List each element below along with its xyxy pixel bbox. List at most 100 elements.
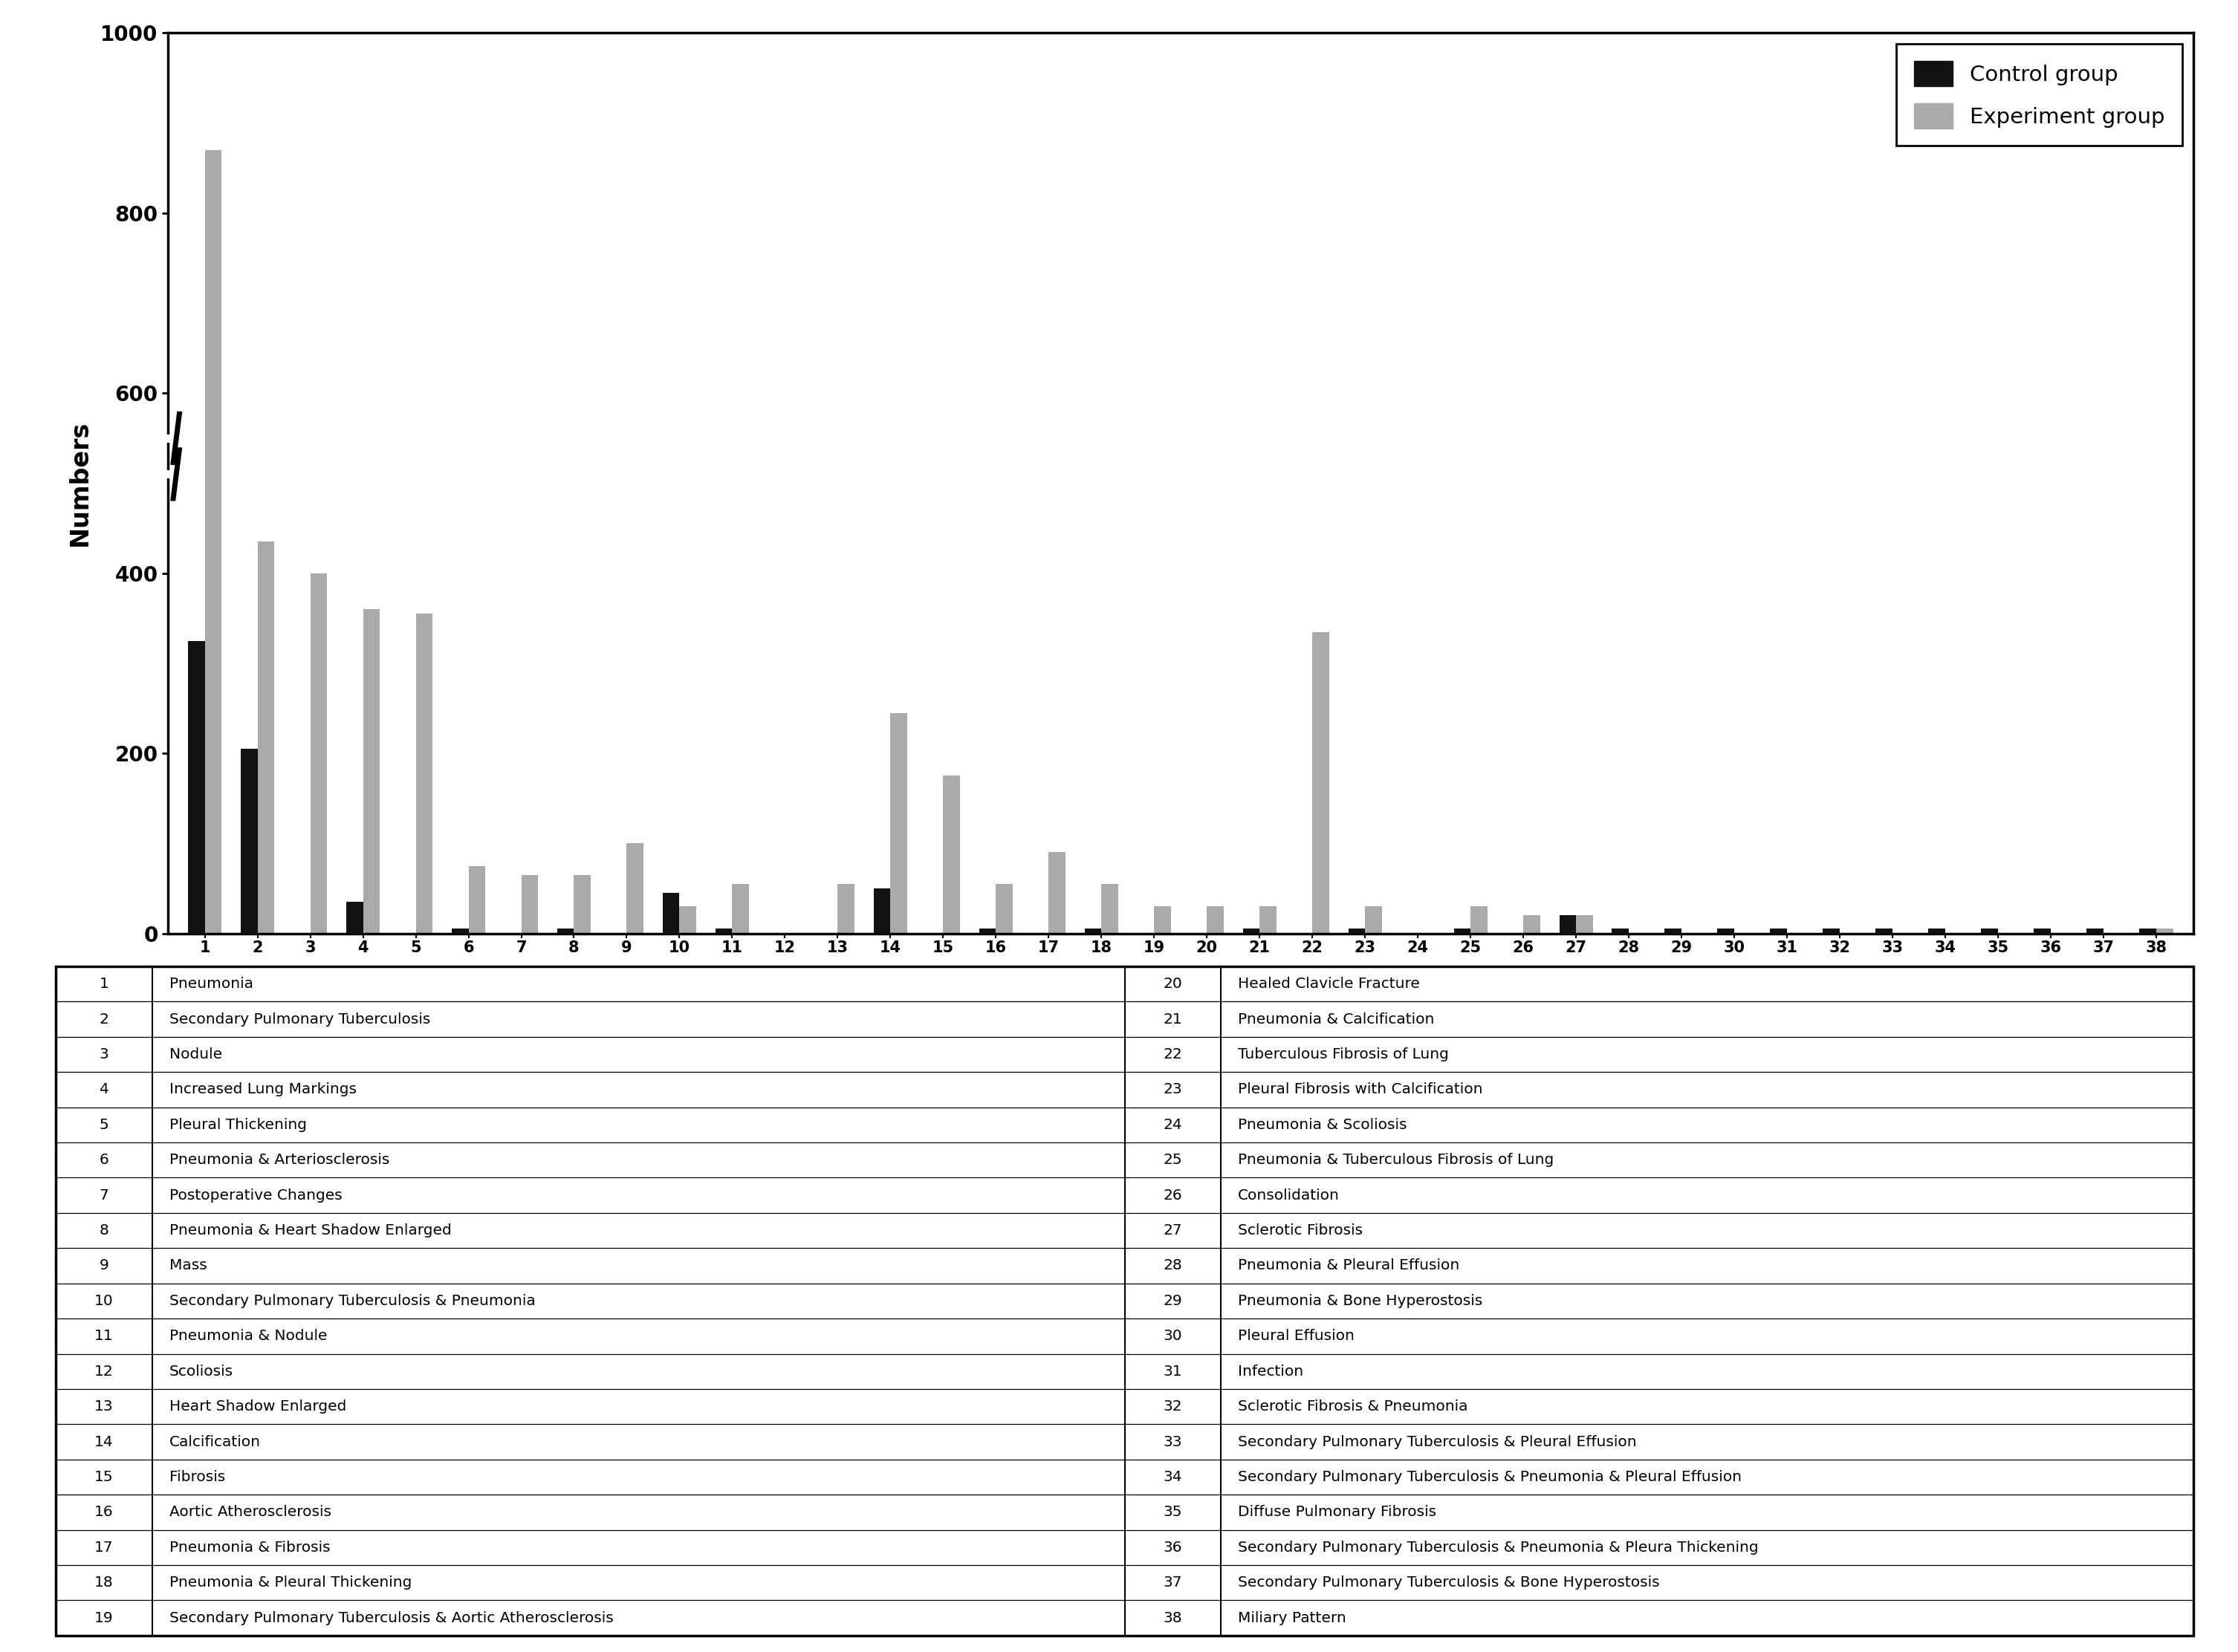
- Legend: Control group, Experiment group: Control group, Experiment group: [1896, 45, 2182, 145]
- Bar: [257, 542, 275, 933]
- Text: Secondary Pulmonary Tuberculosis & Pneumonia & Pleura Thickening: Secondary Pulmonary Tuberculosis & Pneum…: [1238, 1540, 1759, 1555]
- Bar: [347, 902, 363, 933]
- Text: 20: 20: [1164, 976, 1182, 991]
- Text: 3: 3: [98, 1047, 110, 1062]
- Text: Pneumonia & Scoliosis: Pneumonia & Scoliosis: [1238, 1118, 1408, 1132]
- Text: Pneumonia & Calcification: Pneumonia & Calcification: [1238, 1013, 1435, 1026]
- Text: 36: 36: [1164, 1540, 1182, 1555]
- Text: Nodule: Nodule: [170, 1047, 222, 1062]
- Bar: [996, 884, 1014, 933]
- Text: Calcification: Calcification: [170, 1434, 260, 1449]
- Text: 32: 32: [1164, 1399, 1182, 1414]
- Bar: [521, 876, 537, 933]
- Text: 35: 35: [1164, 1505, 1182, 1520]
- Text: Infection: Infection: [1238, 1365, 1303, 1378]
- Bar: [837, 884, 855, 933]
- Text: Mass: Mass: [170, 1259, 206, 1272]
- Bar: [978, 928, 996, 933]
- Bar: [680, 907, 696, 933]
- Text: 25: 25: [1164, 1153, 1182, 1168]
- Text: 14: 14: [94, 1434, 114, 1449]
- Text: 26: 26: [1164, 1188, 1182, 1203]
- Text: 5: 5: [98, 1118, 110, 1132]
- Bar: [416, 615, 432, 933]
- Bar: [662, 892, 680, 933]
- Bar: [1260, 907, 1276, 933]
- Y-axis label: Numbers: Numbers: [67, 420, 92, 547]
- Text: Pleural Fibrosis with Calcification: Pleural Fibrosis with Calcification: [1238, 1082, 1484, 1097]
- Bar: [1824, 928, 1840, 933]
- Bar: [716, 928, 732, 933]
- Text: Aortic Atherosclerosis: Aortic Atherosclerosis: [170, 1505, 331, 1520]
- Text: 31: 31: [1164, 1365, 1182, 1378]
- Bar: [1311, 631, 1329, 933]
- Text: Secondary Pulmonary Tuberculosis: Secondary Pulmonary Tuberculosis: [170, 1013, 430, 1026]
- Text: Pneumonia & Nodule: Pneumonia & Nodule: [170, 1330, 327, 1343]
- Text: Pneumonia & Pleural Thickening: Pneumonia & Pleural Thickening: [170, 1576, 412, 1589]
- Text: 30: 30: [1164, 1330, 1182, 1343]
- Bar: [1206, 907, 1224, 933]
- Bar: [1155, 907, 1170, 933]
- Text: 13: 13: [94, 1399, 114, 1414]
- Bar: [363, 610, 380, 933]
- Bar: [1929, 928, 1945, 933]
- Text: Diffuse Pulmonary Fibrosis: Diffuse Pulmonary Fibrosis: [1238, 1505, 1437, 1520]
- Bar: [2140, 928, 2157, 933]
- Bar: [573, 876, 591, 933]
- Bar: [557, 928, 573, 933]
- Bar: [1981, 928, 1999, 933]
- Text: 29: 29: [1164, 1294, 1182, 1308]
- Bar: [1101, 884, 1119, 933]
- Bar: [1242, 928, 1260, 933]
- Bar: [1050, 852, 1065, 933]
- Text: 27: 27: [1164, 1224, 1182, 1237]
- Text: 11: 11: [94, 1330, 114, 1343]
- Text: 4: 4: [98, 1082, 110, 1097]
- Text: Pneumonia & Fibrosis: Pneumonia & Fibrosis: [170, 1540, 331, 1555]
- Text: 23: 23: [1164, 1082, 1182, 1097]
- Bar: [1576, 915, 1593, 933]
- Text: Postoperative Changes: Postoperative Changes: [170, 1188, 342, 1203]
- Text: Pneumonia & Bone Hyperostosis: Pneumonia & Bone Hyperostosis: [1238, 1294, 1482, 1308]
- Text: Heart Shadow Enlarged: Heart Shadow Enlarged: [170, 1399, 347, 1414]
- Bar: [1455, 928, 1470, 933]
- Bar: [1611, 928, 1629, 933]
- Text: 17: 17: [94, 1540, 114, 1555]
- Bar: [1665, 928, 1681, 933]
- Bar: [1347, 928, 1365, 933]
- Bar: [1085, 928, 1101, 933]
- Text: Pleural Effusion: Pleural Effusion: [1238, 1330, 1354, 1343]
- Text: Miliary Pattern: Miliary Pattern: [1238, 1611, 1347, 1626]
- Text: Sclerotic Fibrosis: Sclerotic Fibrosis: [1238, 1224, 1363, 1237]
- Text: Fibrosis: Fibrosis: [170, 1470, 226, 1483]
- Text: 37: 37: [1164, 1576, 1182, 1589]
- Bar: [891, 712, 906, 933]
- Bar: [942, 776, 960, 933]
- Bar: [452, 928, 468, 933]
- Text: Sclerotic Fibrosis & Pneumonia: Sclerotic Fibrosis & Pneumonia: [1238, 1399, 1468, 1414]
- Text: Pneumonia & Pleural Effusion: Pneumonia & Pleural Effusion: [1238, 1259, 1459, 1272]
- Text: 24: 24: [1164, 1118, 1182, 1132]
- Bar: [311, 573, 327, 933]
- Text: Secondary Pulmonary Tuberculosis & Pneumonia: Secondary Pulmonary Tuberculosis & Pneum…: [170, 1294, 535, 1308]
- Text: 16: 16: [94, 1505, 114, 1520]
- Bar: [2157, 928, 2173, 933]
- Text: 22: 22: [1164, 1047, 1182, 1062]
- Bar: [242, 748, 257, 933]
- Text: 7: 7: [98, 1188, 110, 1203]
- Text: Secondary Pulmonary Tuberculosis & Bone Hyperostosis: Secondary Pulmonary Tuberculosis & Bone …: [1238, 1576, 1661, 1589]
- Text: Secondary Pulmonary Tuberculosis & Aortic Atherosclerosis: Secondary Pulmonary Tuberculosis & Aorti…: [170, 1611, 613, 1626]
- Text: 28: 28: [1164, 1259, 1182, 1272]
- Text: 10: 10: [94, 1294, 114, 1308]
- Bar: [2034, 928, 2050, 933]
- Text: 38: 38: [1164, 1611, 1182, 1626]
- Text: Secondary Pulmonary Tuberculosis & Pneumonia & Pleural Effusion: Secondary Pulmonary Tuberculosis & Pneum…: [1238, 1470, 1741, 1483]
- Bar: [1560, 915, 1576, 933]
- Bar: [1365, 907, 1383, 933]
- Text: Healed Clavicle Fracture: Healed Clavicle Fracture: [1238, 976, 1419, 991]
- Text: Pneumonia & Tuberculous Fibrosis of Lung: Pneumonia & Tuberculous Fibrosis of Lung: [1238, 1153, 1553, 1168]
- Text: 18: 18: [94, 1576, 114, 1589]
- Text: 15: 15: [94, 1470, 114, 1483]
- Text: Pneumonia: Pneumonia: [170, 976, 253, 991]
- Text: Secondary Pulmonary Tuberculosis & Pleural Effusion: Secondary Pulmonary Tuberculosis & Pleur…: [1238, 1434, 1636, 1449]
